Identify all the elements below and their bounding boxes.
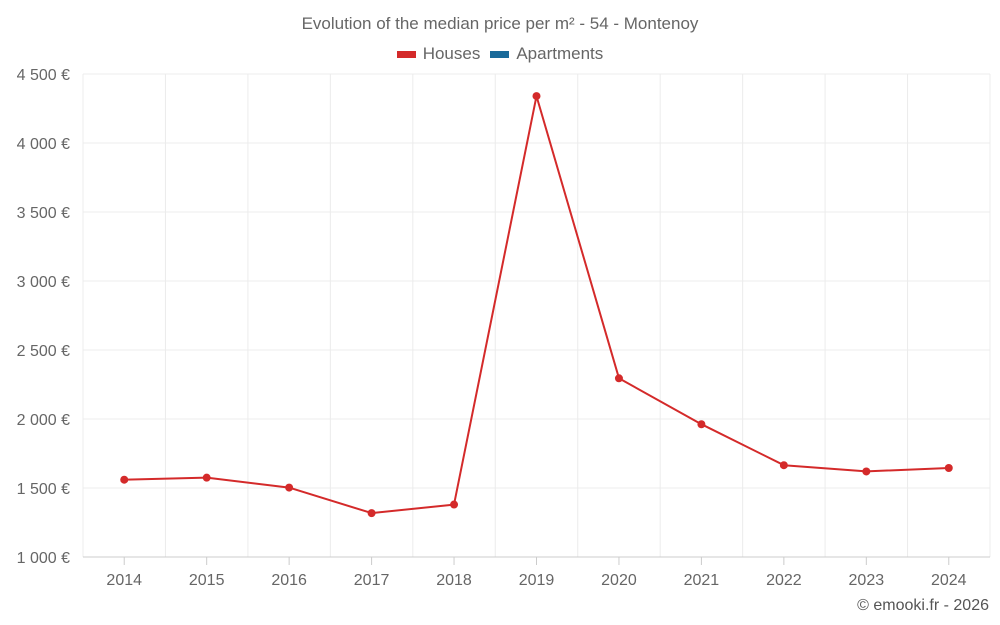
x-tick-label: 2021 <box>684 572 720 589</box>
data-point <box>202 473 211 482</box>
y-tick-label: 3 000 € <box>17 274 70 291</box>
x-tick-label: 2019 <box>519 572 555 589</box>
legend-swatch-apartments <box>490 50 510 58</box>
legend-label-houses: Houses <box>422 44 481 63</box>
legend-item-apartments[interactable]: Apartments <box>490 44 603 64</box>
data-point <box>944 463 953 472</box>
x-tick-label: 2020 <box>601 572 637 589</box>
y-tick-label: 2 000 € <box>17 412 70 429</box>
data-point <box>697 420 706 429</box>
x-tick-label: 2017 <box>354 572 390 589</box>
data-point <box>285 483 294 492</box>
data-point <box>120 475 129 484</box>
y-tick-label: 2 500 € <box>17 343 70 360</box>
y-tick-label: 1 000 € <box>17 550 70 567</box>
data-point <box>614 374 623 383</box>
legend: Houses Apartments <box>0 44 1000 64</box>
data-point <box>779 461 788 470</box>
x-tick-label: 2016 <box>271 572 307 589</box>
data-point <box>450 500 459 509</box>
data-point <box>532 92 541 101</box>
data-point <box>862 467 871 476</box>
x-tick-label: 2023 <box>849 572 885 589</box>
x-tick-label: 2018 <box>436 572 472 589</box>
credit-text: © emooki.fr - 2026 <box>857 597 989 614</box>
x-tick-label: 2024 <box>931 572 967 589</box>
chart-title: Evolution of the median price per m² - 5… <box>301 14 699 33</box>
y-tick-label: 1 500 € <box>17 481 70 498</box>
x-tick-label: 2022 <box>766 572 802 589</box>
x-tick-label: 2014 <box>106 572 142 589</box>
legend-label-apartments: Apartments <box>516 44 604 63</box>
legend-swatch-houses <box>396 50 416 58</box>
data-point <box>367 509 376 518</box>
y-tick-label: 3 500 € <box>17 205 70 222</box>
y-tick-label: 4 000 € <box>17 136 70 153</box>
legend-item-houses[interactable]: Houses <box>396 44 481 64</box>
y-tick-label: 4 500 € <box>17 67 70 84</box>
x-tick-label: 2015 <box>189 572 225 589</box>
